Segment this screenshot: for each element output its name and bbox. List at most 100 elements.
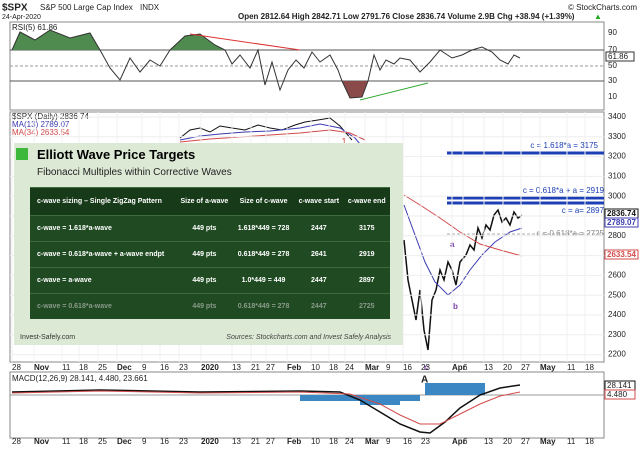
x-axis-label: 9	[142, 437, 147, 446]
table-row: c-wave = 1.618*a-wave 449 pts 1.618*449 = …	[30, 215, 390, 242]
x-axis-label: 10	[311, 437, 320, 446]
x-axis-label: 11	[62, 437, 71, 446]
x-axis-label: 24	[345, 437, 354, 446]
x-axis-label: Nov	[34, 437, 50, 446]
table-cell: c-wave start	[294, 187, 344, 216]
x-axis-label: Dec	[117, 437, 132, 446]
x-axis-label: 27	[521, 437, 530, 446]
symbol: $SPX	[2, 3, 28, 14]
rsi-divergence	[359, 82, 429, 101]
panel-frames	[9, 21, 605, 439]
ma34	[179, 129, 366, 143]
x-axis-label: 11	[567, 437, 576, 446]
x-axis-label: 25	[98, 363, 107, 372]
x-axis-label: 18	[79, 363, 88, 372]
rsi-axis-label: 70	[608, 45, 617, 54]
x-axis-label: Feb	[287, 363, 301, 372]
x-axis-label: 23	[421, 437, 430, 446]
table-cell: 2641	[294, 241, 344, 268]
x-axis-label: 28	[12, 437, 21, 446]
x-axis-label: 18	[329, 437, 338, 446]
last-box	[605, 51, 635, 62]
x-axis-label: Nov	[34, 363, 50, 372]
x-axis-label: 20	[503, 437, 512, 446]
site: Invest-Safely.com	[20, 334, 76, 341]
table-cell: 1.0*449 = 449	[232, 267, 295, 294]
macd-line	[11, 384, 521, 434]
x-axis-label: 27	[266, 363, 275, 372]
x-axis-label: 16	[403, 437, 412, 446]
table-cell: 2447	[294, 215, 344, 242]
price-axis-label: 2600	[608, 271, 626, 280]
rsi-overbought-fill	[170, 34, 225, 50]
x-axis-label: 23	[421, 363, 430, 372]
x-axis-label: May	[540, 437, 556, 446]
rsi-legend: RSI(5) 61.86	[12, 23, 58, 32]
table-cell: 2919	[343, 241, 390, 268]
x-axis-label: 11	[567, 363, 576, 372]
x-axis-label: 27	[521, 363, 530, 372]
price-axis-label: 2500	[608, 290, 626, 299]
x-axis-label: Mar	[365, 363, 379, 372]
table-cell: 449 pts	[175, 241, 233, 268]
table-row: c-wave = 0.618*a-wave + a-wave endpt 449 …	[30, 241, 390, 268]
x-axis-label: Mar	[365, 437, 379, 446]
table-cell: c-wave = 0.618*a-wave + a-wave endpt	[30, 241, 176, 268]
x-axis-label: 2020	[201, 363, 219, 372]
table-cell: 2447	[294, 267, 344, 294]
x-axis-label: 13	[484, 437, 493, 446]
x-axis-label: 18	[329, 363, 338, 372]
table-cell: c-wave = 1.618*a-wave	[30, 215, 176, 242]
table-cell: Size of a-wave	[175, 187, 233, 216]
target-label: c = 0.618*a = 2725	[536, 229, 604, 238]
table-row: c-wave = a-wave 449 pts 1.0*449 = 449 2447 2…	[30, 267, 390, 294]
price-last: 2836.74	[607, 209, 636, 218]
x-axis-label: 13	[232, 363, 241, 372]
price-axis-label: 3100	[608, 172, 626, 181]
table-cell: 449 pts	[175, 267, 233, 294]
x-axis-label: 16	[160, 363, 169, 372]
x-axis-label: 9	[386, 363, 391, 372]
table-cell: 0.618*449 = 278	[232, 241, 295, 268]
x-axis-label: 11	[62, 363, 71, 372]
table-cell: 2725	[343, 293, 390, 319]
price-axis-label: 2400	[608, 310, 626, 319]
price-axis-label: 2300	[608, 330, 626, 339]
wave-label: b	[453, 302, 458, 311]
price-axis-label: 3000	[608, 191, 626, 200]
table-cell: c-wave sizing – Single ZigZag Pattern	[30, 187, 176, 216]
rsi-axis-label: 30	[608, 76, 617, 85]
macd-last: 4.480	[607, 390, 628, 399]
table-cell: 0.618*449 = 278	[232, 293, 295, 319]
x-axis-label: Dec	[117, 363, 132, 372]
x-axis-label: 9	[386, 437, 391, 446]
exchange: INDX	[140, 3, 160, 12]
date: 24-Apr-2020	[2, 14, 41, 21]
rsi-last: 61.86	[608, 52, 629, 61]
table-cell: c-wave = 0.618*a-wave	[30, 293, 176, 319]
green-marker	[16, 148, 28, 160]
wave-label: c	[424, 363, 429, 372]
ma13-legend: MA(13) 2789.07	[12, 120, 70, 129]
table-cell: 1.618*449 = 728	[232, 215, 295, 242]
rsi-divergence	[189, 33, 301, 51]
macd-frame	[9, 371, 605, 439]
x-axis-label: 28	[12, 363, 21, 372]
target-label: c = a= 2897	[562, 206, 605, 215]
x-axis-label: 23	[179, 363, 188, 372]
price-axis-label: 2200	[608, 350, 626, 359]
copyright: © StockCharts.com	[568, 3, 637, 12]
table-cell: 2897	[343, 267, 390, 294]
x-axis-label: 18	[585, 437, 594, 446]
table-cell: 449 pts	[175, 293, 233, 319]
target-label: c = 0.618*a + a = 2919	[523, 186, 605, 195]
x-axis-label: 20	[503, 363, 512, 372]
price-axis-label: 3300	[608, 132, 626, 141]
table-cell: 449 pts	[175, 215, 233, 242]
macd-signal	[11, 390, 521, 425]
ma34	[403, 194, 523, 257]
up-arrow: ▲	[594, 12, 602, 21]
macd-legend: MACD(12,26,9) 28.141, 4.480, 23.661	[12, 374, 148, 383]
x-axis-label: 13	[484, 363, 493, 372]
sources: Sources: Stockcharts.com and Invest Safe…	[226, 334, 391, 341]
